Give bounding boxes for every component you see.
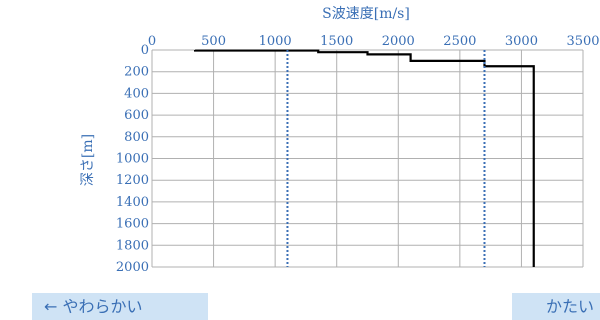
x-tick-label: 1500 [320, 34, 353, 49]
grid-layer [151, 49, 584, 268]
x-axis-label: S波速度[m/s] [322, 6, 410, 22]
y-tick-label: 1000 [116, 152, 149, 167]
y-tick-label: 1200 [116, 173, 149, 188]
x-tick-label: 1000 [259, 34, 292, 49]
y-tick-label: 0 [141, 43, 149, 58]
harder-button[interactable]: かたい [512, 293, 600, 320]
series-layer [194, 49, 535, 267]
y-tick-label: 600 [124, 108, 149, 123]
x-tick-label: 0 [148, 34, 156, 49]
y-tick-label: 1400 [116, 195, 149, 210]
x-tick-label: 2500 [443, 34, 476, 49]
tick-layer: 0 500 1000 1500 2000 2500 3000 3500 0 200 400 600 80… [116, 34, 600, 275]
y-axis-label: 深さ[m] [80, 134, 96, 186]
x-tick-label: 3500 [566, 34, 599, 49]
y-tick-label: 1800 [116, 238, 149, 253]
x-tick-label: 2000 [382, 34, 415, 49]
velocity-profile-line [194, 49, 535, 267]
softer-button[interactable]: ← やわらかい [32, 293, 208, 320]
y-tick-label: 200 [124, 65, 149, 80]
y-tick-label: 1600 [116, 217, 149, 232]
y-tick-label: 2000 [116, 260, 149, 275]
velocity-depth-chart: 0 500 1000 1500 2000 2500 3000 3500 0 200 400 600 80… [80, 6, 600, 275]
y-tick-label: 400 [124, 86, 149, 101]
y-tick-label: 800 [124, 130, 149, 145]
x-tick-label: 3000 [505, 34, 538, 49]
x-tick-label: 500 [201, 34, 226, 49]
